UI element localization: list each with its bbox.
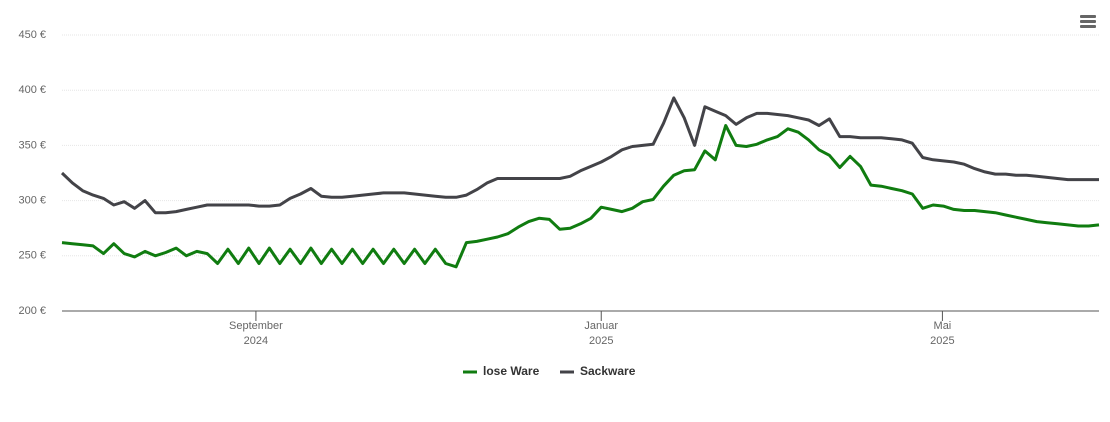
menu-bar [1080, 15, 1096, 18]
x-tick-year: 2025 [930, 335, 954, 347]
menu-button[interactable] [1078, 12, 1098, 32]
legend-label: lose Ware [483, 364, 540, 378]
x-tick-label: Mai [934, 320, 952, 332]
menu-bar [1080, 25, 1096, 28]
x-tick-label: Januar [584, 320, 618, 332]
y-tick-label: 300 € [18, 195, 46, 207]
series-line [61, 124, 1100, 269]
legend: lose Ware Sackware [463, 364, 636, 378]
y-tick-label: 250 € [18, 250, 46, 262]
y-tick-label: 450 € [18, 29, 46, 41]
x-tick-label: September [229, 320, 283, 332]
x-tick-year: 2024 [244, 335, 268, 347]
y-tick-label: 200 € [18, 305, 46, 317]
legend-label: Sackware [580, 364, 636, 378]
series-line [60, 96, 1099, 215]
menu-bar [1080, 20, 1096, 23]
y-tick-label: 400 € [18, 84, 46, 96]
y-tick-label: 350 € [18, 139, 46, 151]
x-tick-year: 2025 [589, 335, 613, 347]
